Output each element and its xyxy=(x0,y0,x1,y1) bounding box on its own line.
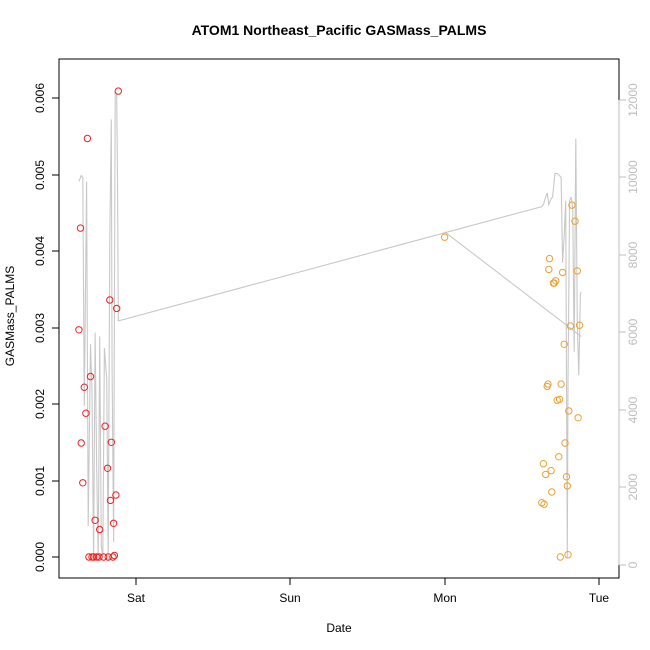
data-point-series-2 xyxy=(568,201,576,209)
data-point-series-2 xyxy=(562,473,571,481)
y-axis-left: 0.000 0.001 0.002 0.003 0.004 0.005 0.00… xyxy=(33,75,60,572)
data-point-series-1 xyxy=(112,491,120,499)
y-tick-label: 0.002 xyxy=(33,389,47,419)
data-point-series-1 xyxy=(109,553,117,561)
data-point-series-2 xyxy=(555,395,564,404)
y-right-tick-label: 0 xyxy=(626,561,640,568)
data-point-series-2 xyxy=(573,267,581,275)
data-point-series-1 xyxy=(86,372,95,381)
data-point-series-2 xyxy=(566,322,575,330)
data-point-series-2 xyxy=(561,439,569,447)
data-point-series-1 xyxy=(79,479,87,487)
data-point-series-1 xyxy=(91,516,99,524)
right-axis-line xyxy=(78,90,582,562)
data-point-series-1 xyxy=(76,224,85,232)
y-right-tick-label: 12000 xyxy=(626,83,640,117)
data-point-series-2 xyxy=(558,268,567,277)
data-point-series-2 xyxy=(555,453,563,461)
data-point-series-2 xyxy=(545,265,553,274)
y-right-tick-label: 2000 xyxy=(626,473,640,500)
data-point-series-2 xyxy=(542,470,550,479)
y-tick-label: 0.003 xyxy=(33,313,47,343)
data-point-series-1 xyxy=(99,553,108,561)
data-point-series-1 xyxy=(80,383,89,391)
data-point-series-1 xyxy=(103,464,112,472)
y-tick-label: 0.000 xyxy=(33,542,47,572)
y-tick-label: 0.005 xyxy=(33,160,47,190)
data-point-series-1 xyxy=(82,409,90,417)
y-right-tick-label: 10000 xyxy=(626,160,640,194)
data-point-series-2 xyxy=(556,553,564,561)
x-tick-label-mon: Mon xyxy=(433,591,456,605)
y-axis-right: 0 2000 4000 6000 8000 10000 12000 xyxy=(618,83,640,568)
data-point-series-2 xyxy=(544,380,552,388)
data-point-series-2 xyxy=(560,340,568,348)
data-point-series-2 xyxy=(545,254,554,263)
data-point-series-1 xyxy=(96,525,104,534)
y-tick-label: 0.006 xyxy=(33,83,47,113)
x-axis-label: Date xyxy=(326,621,352,635)
data-point-series-2 xyxy=(539,460,548,468)
data-point-series-2 xyxy=(548,488,556,496)
data-point-series-1 xyxy=(95,553,103,561)
data-point-series-1 xyxy=(107,438,116,446)
data-point-series-1 xyxy=(89,553,98,561)
right-axis-series-line-segment xyxy=(444,231,582,337)
data-point-series-1 xyxy=(85,553,93,561)
data-point-series-2 xyxy=(440,233,449,241)
y-right-tick-label: 6000 xyxy=(626,318,640,345)
data-point-series-1 xyxy=(101,422,109,430)
data-point-series-2 xyxy=(564,551,572,559)
x-tick-label-sat: Sat xyxy=(127,591,146,605)
data-points xyxy=(75,87,584,561)
y-right-tick-label: 4000 xyxy=(626,396,640,423)
chart-title: ATOM1 Northeast_Pacific GASMass_PALMS xyxy=(192,22,487,38)
data-point-series-2 xyxy=(574,414,582,422)
data-point-series-1 xyxy=(109,519,118,527)
data-point-series-1 xyxy=(110,551,119,560)
y-tick-label: 0.004 xyxy=(33,236,47,266)
data-point-series-1 xyxy=(106,496,115,505)
data-point-series-1 xyxy=(113,304,121,313)
y-axis-label: GASMass_PALMS xyxy=(3,266,17,366)
plot-frame xyxy=(58,58,620,579)
data-point-series-1 xyxy=(77,439,85,447)
data-point-series-1 xyxy=(114,87,123,95)
data-point-series-1 xyxy=(75,326,83,334)
data-point-series-2 xyxy=(565,407,573,415)
x-tick-label-tue: Tue xyxy=(589,591,610,605)
data-point-series-2 xyxy=(563,482,571,490)
data-point-series-1 xyxy=(106,296,114,304)
data-point-series-2 xyxy=(575,321,584,329)
data-point-series-2 xyxy=(540,500,548,508)
x-tick-label-sun: Sun xyxy=(279,591,300,605)
data-point-series-2 xyxy=(571,217,579,225)
right-axis-series-line xyxy=(78,90,582,562)
x-axis: Sat Sun Mon Tue xyxy=(127,577,610,605)
y-tick-label: 0.001 xyxy=(33,466,47,496)
data-point-series-2 xyxy=(547,466,555,475)
data-point-series-1 xyxy=(83,134,92,143)
data-point-series-2 xyxy=(557,380,565,388)
y-right-tick-label: 8000 xyxy=(626,241,640,268)
data-point-series-2 xyxy=(552,277,560,285)
